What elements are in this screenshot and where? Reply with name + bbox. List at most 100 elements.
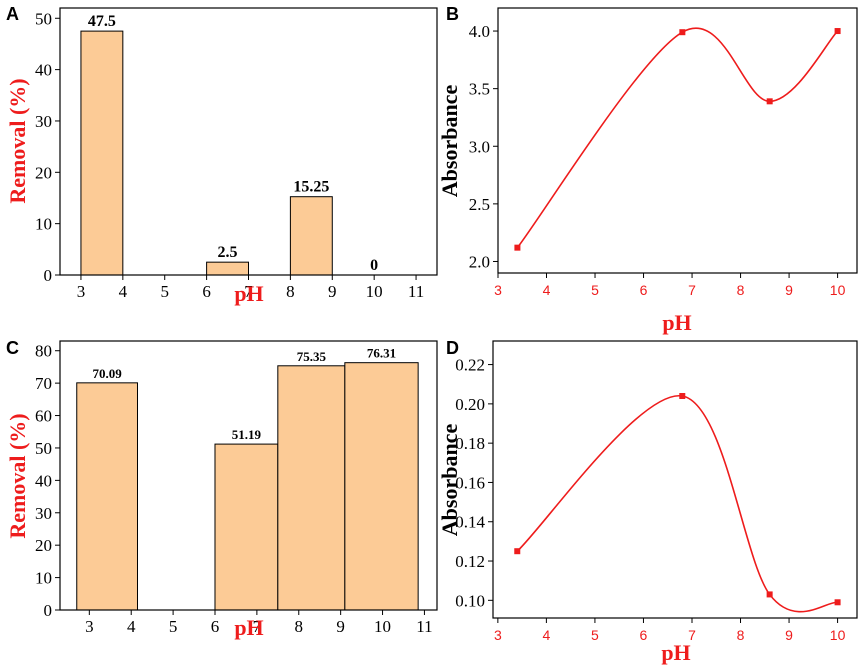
y-tick-label: 10 — [35, 569, 52, 588]
x-tick-label: 3 — [494, 282, 502, 298]
panel-c: C 70.09 51.19 75.35 76.31 3 4 5 6 7 8 9 10 11 0 10 20 30 4… — [5, 338, 438, 640]
data-label: 47.5 — [88, 13, 116, 30]
y-tick-label: 20 — [35, 536, 52, 555]
bar — [277, 365, 346, 611]
x-axis-title: pH — [661, 640, 690, 665]
data-label: 51.19 — [232, 427, 262, 442]
y-tick-label: 2.5 — [469, 195, 490, 214]
y-axis-title: Absorbance — [437, 85, 462, 198]
x-tick-label: 6 — [640, 627, 648, 643]
bar — [214, 443, 279, 611]
series-line — [516, 395, 838, 613]
y-axis-title: Removal (%) — [5, 78, 30, 203]
y-tick-label: 40 — [35, 471, 52, 490]
y-tick-label: 4.0 — [469, 22, 490, 41]
x-tick-label: 7 — [244, 282, 253, 301]
data-label: 76.31 — [367, 346, 396, 361]
x-tick-label: 4 — [127, 617, 136, 636]
bar — [344, 362, 419, 611]
x-tick-label: 7 — [688, 282, 696, 298]
x-tick-label: 9 — [785, 627, 793, 643]
x-tick-label: 5 — [160, 282, 169, 301]
bar — [206, 261, 250, 276]
data-point — [766, 591, 773, 598]
data-label: 2.5 — [218, 244, 238, 261]
y-tick-label: 0.18 — [455, 434, 485, 453]
data-label: 15.25 — [293, 179, 329, 196]
x-axis-title: pH — [662, 310, 691, 335]
y-tick-label: 0.10 — [455, 591, 485, 610]
x-axis-title: pH — [234, 281, 263, 306]
y-tick-label: 0.20 — [455, 395, 485, 414]
x-tick-label: 5 — [591, 627, 599, 643]
y-axis-title: Removal (%) — [5, 413, 30, 538]
y-axis-title: Absorbance — [437, 424, 462, 537]
x-tick-label: 11 — [416, 617, 432, 636]
data-point — [514, 244, 521, 251]
x-tick-label: 4 — [119, 282, 128, 301]
x-axis-title: pH — [234, 615, 263, 640]
x-tick-label: 3 — [494, 627, 502, 643]
x-tick-label: 7 — [688, 627, 696, 643]
y-tick-label: 0.16 — [455, 473, 485, 492]
panel-b: B 3 4 5 6 7 8 9 10 2.0 2.5 3.0 3.5 4.0 pH Absorbance — [437, 4, 858, 335]
panel-a: A 47.5 2.5 15.25 0 3 4 5 6 7 8 9 10 11 0 10 20 30 40 50 pH Re… — [5, 4, 438, 306]
y-tick-label: 30 — [35, 112, 52, 131]
bar — [76, 382, 138, 611]
x-tick-label: 6 — [640, 282, 648, 298]
y-tick-label: 0 — [44, 601, 53, 620]
plot-frame — [59, 340, 438, 611]
series-line — [516, 27, 839, 249]
data-label: 70.09 — [93, 366, 123, 381]
x-tick-label: 10 — [374, 617, 391, 636]
y-tick-label: 20 — [35, 163, 52, 182]
y-tick-label: 50 — [35, 9, 52, 28]
data-point — [679, 29, 686, 36]
x-tick-label: 9 — [785, 282, 793, 298]
y-tick-label: 40 — [35, 61, 52, 80]
panel-letter-a: A — [6, 4, 19, 24]
x-tick-label: 4 — [542, 627, 550, 643]
x-tick-label: 7 — [253, 617, 262, 636]
x-tick-label: 8 — [737, 282, 745, 298]
x-tick-label: 10 — [366, 282, 383, 301]
plot-frame — [492, 340, 858, 619]
x-tick-label: 6 — [211, 617, 220, 636]
data-point — [834, 599, 841, 606]
x-tick-label: 10 — [830, 627, 846, 643]
data-point — [679, 393, 686, 400]
bar — [289, 196, 333, 276]
y-tick-label: 3.0 — [469, 137, 490, 156]
x-tick-label: 4 — [543, 282, 551, 298]
y-tick-label: 3.5 — [469, 80, 490, 99]
y-tick-label: 0.12 — [455, 552, 485, 571]
y-tick-label: 10 — [35, 215, 52, 234]
data-point — [834, 28, 841, 35]
x-tick-label: 3 — [85, 617, 94, 636]
y-tick-label: 0.22 — [455, 356, 485, 375]
y-tick-label: 80 — [35, 342, 52, 361]
data-point — [766, 98, 773, 105]
y-tick-label: 70 — [35, 374, 52, 393]
x-tick-label: 11 — [408, 282, 424, 301]
x-tick-label: 9 — [336, 617, 345, 636]
x-tick-label: 8 — [295, 617, 304, 636]
bar — [80, 30, 124, 276]
panel-letter-c: C — [6, 338, 19, 358]
x-tick-label: 6 — [202, 282, 211, 301]
x-tick-label: 8 — [737, 627, 745, 643]
x-tick-label: 9 — [328, 282, 337, 301]
data-label: 0 — [370, 257, 378, 274]
data-point — [514, 548, 521, 555]
y-tick-label: 0.14 — [455, 513, 485, 532]
y-tick-label: 30 — [35, 504, 52, 523]
x-tick-label: 8 — [286, 282, 295, 301]
plot-frame — [497, 7, 858, 274]
x-tick-label: 10 — [830, 282, 846, 298]
y-tick-label: 0 — [44, 266, 53, 285]
y-tick-label: 60 — [35, 407, 52, 426]
panel-letter-d: D — [446, 338, 459, 358]
data-label: 75.35 — [297, 349, 327, 364]
x-tick-label: 5 — [591, 282, 599, 298]
